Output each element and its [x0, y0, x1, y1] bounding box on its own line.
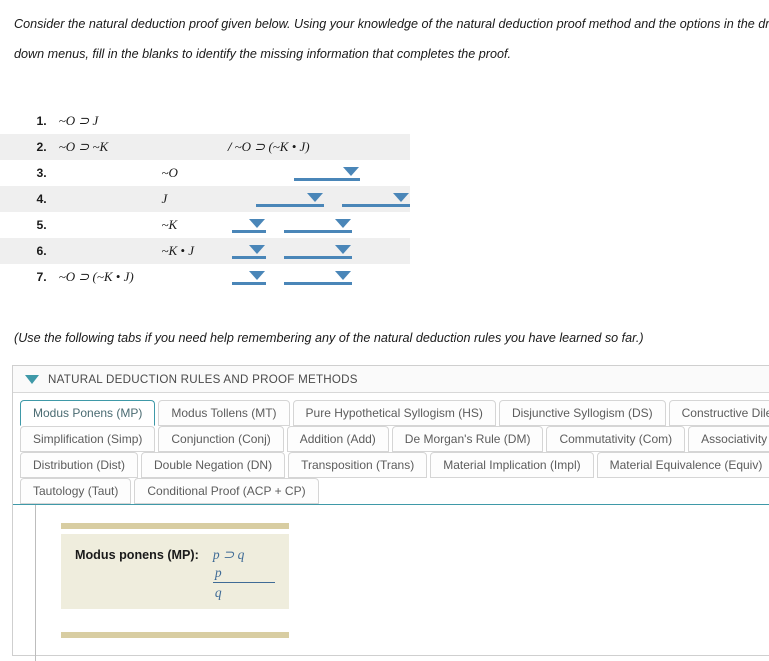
justification-dropdown-5-1[interactable] [232, 217, 266, 233]
rules-panel-title: NATURAL DEDUCTION RULES AND PROOF METHOD… [48, 372, 358, 386]
line-premise: ~O ⊃ (~K • J) [58, 269, 134, 284]
tab-row-4: Tautology (Taut) Conditional Proof (ACP … [20, 478, 769, 504]
conclusion-formula: ~O ⊃ (~K • J) [234, 139, 310, 154]
tab-distribution[interactable]: Distribution (Dist) [20, 452, 139, 478]
chevron-down-icon [25, 374, 39, 384]
line-premise [57, 160, 161, 186]
justification-wrap [228, 108, 410, 134]
conclusion-slash: / [228, 139, 232, 154]
line-derived [160, 108, 228, 134]
tab-tautology[interactable]: Tautology (Taut) [20, 478, 132, 504]
rules-panel-header[interactable]: NATURAL DEDUCTION RULES AND PROOF METHOD… [13, 366, 769, 393]
instructions-text: Consider the natural deduction proof giv… [14, 9, 769, 69]
table-row: 1. ~O ⊃ J [0, 108, 410, 134]
justification-wrap [228, 238, 410, 264]
line-number: 2. [36, 140, 47, 154]
line-premise: ~O ⊃ ~K [58, 139, 109, 154]
line-premise [57, 186, 161, 212]
tabs-help-note: (Use the following tabs if you need help… [14, 331, 644, 345]
content-left-divider [35, 505, 36, 661]
justification-dropdown-5-2[interactable] [284, 217, 352, 233]
proof-table-body: 1. ~O ⊃ J 2. ~O ⊃ ~K / ~O ⊃ (~K • J) 3. [0, 108, 410, 290]
tab-commutativity[interactable]: Commutativity (Com) [546, 426, 686, 452]
table-row: 2. ~O ⊃ ~K / ~O ⊃ (~K • J) [0, 134, 410, 160]
rule-card: Modus ponens (MP): p ⊃ q p q [61, 534, 289, 609]
tab-constructive-dilemma[interactable]: Constructive Dilemma (CD) [668, 400, 769, 426]
line-number: 1. [36, 114, 47, 128]
line-derived [160, 134, 228, 160]
instructions-line-1: Consider the natural deduction proof giv… [14, 17, 769, 31]
line-number: 3. [36, 166, 47, 180]
conclusion-statement: / ~O ⊃ (~K • J) [228, 139, 310, 155]
justification-wrap [228, 186, 410, 212]
tab-material-implication[interactable]: Material Implication (Impl) [430, 452, 594, 478]
tab-double-negation[interactable]: Double Negation (DN) [141, 452, 286, 478]
tab-associativity[interactable]: Associativity (Assoc) [688, 426, 769, 452]
tab-row-1: Modus Ponens (MP) Modus Tollens (MT) Pur… [20, 400, 769, 426]
justification-dropdown-4-2[interactable] [342, 191, 410, 207]
justification-dropdown-7-1[interactable] [232, 269, 266, 285]
justification-wrap [228, 160, 410, 186]
rule-card-bottom-bar [61, 632, 289, 638]
table-row: 7. ~O ⊃ (~K • J) [0, 264, 410, 290]
justification-dropdown-3-1[interactable] [294, 165, 360, 181]
line-premise [57, 212, 161, 238]
line-derived: J [161, 191, 168, 206]
line-premise: ~O ⊃ J [58, 113, 99, 128]
tab-disjunctive-syllogism[interactable]: Disjunctive Syllogism (DS) [498, 400, 666, 426]
tab-row-2: Simplification (Simp) Conjunction (Conj)… [20, 426, 769, 452]
justification-wrap [228, 212, 410, 238]
line-justification [228, 186, 410, 212]
justification-wrap: / ~O ⊃ (~K • J) [228, 134, 410, 160]
tab-modus-ponens[interactable]: Modus Ponens (MP) [20, 400, 156, 426]
rule-formula-line-2: p [212, 564, 275, 583]
rule-card-name: Modus ponens (MP): [75, 548, 199, 562]
rule-card-top-bar [61, 523, 289, 529]
line-derived: ~K [161, 217, 178, 232]
rules-tabstrip: Modus Ponens (MP) Modus Tollens (MT) Pur… [13, 393, 769, 505]
line-derived: ~O [161, 165, 178, 180]
line-justification [228, 212, 410, 238]
line-derived: ~K • J [161, 243, 194, 258]
line-justification [228, 264, 410, 290]
tab-transposition[interactable]: Transposition (Trans) [288, 452, 428, 478]
justification-dropdown-7-2[interactable] [284, 269, 352, 285]
line-number: 6. [36, 244, 47, 258]
justification-dropdown-6-2[interactable] [284, 243, 352, 259]
rule-formula-line-3: q [214, 585, 222, 600]
line-number: 4. [36, 192, 47, 206]
tab-de-morgans-rule[interactable]: De Morgan's Rule (DM) [391, 426, 544, 452]
rules-tab-content: Modus ponens (MP): p ⊃ q p q [13, 505, 769, 661]
line-premise [57, 238, 161, 264]
line-number: 7. [36, 270, 47, 284]
instructions-line-2: down menus, fill in the blanks to identi… [14, 47, 512, 61]
rules-panel: NATURAL DEDUCTION RULES AND PROOF METHOD… [12, 365, 769, 661]
line-justification [228, 238, 410, 264]
justification-dropdown-6-1[interactable] [232, 243, 266, 259]
line-justification: / ~O ⊃ (~K • J) [228, 134, 410, 160]
table-row: 3. ~O [0, 160, 410, 186]
tab-conjunction[interactable]: Conjunction (Conj) [158, 426, 284, 452]
rule-formula-line-1: p ⊃ q [212, 547, 245, 562]
table-row: 6. ~K • J [0, 238, 410, 264]
table-row: 5. ~K [0, 212, 410, 238]
line-justification [228, 108, 410, 134]
tab-row-3: Distribution (Dist) Double Negation (DN)… [20, 452, 769, 478]
tab-simplification[interactable]: Simplification (Simp) [20, 426, 156, 452]
line-derived [160, 264, 228, 290]
justification-wrap [228, 264, 410, 290]
table-row: 4. J [0, 186, 410, 212]
line-justification [228, 160, 410, 186]
rule-card-formula: p ⊃ q p q [212, 546, 275, 609]
justification-dropdown-4-1[interactable] [256, 191, 324, 207]
tab-modus-tollens[interactable]: Modus Tollens (MT) [158, 400, 290, 426]
line-number: 5. [36, 218, 47, 232]
proof-table: 1. ~O ⊃ J 2. ~O ⊃ ~K / ~O ⊃ (~K • J) 3. [0, 108, 410, 290]
tab-pure-hypothetical-syllogism[interactable]: Pure Hypothetical Syllogism (HS) [292, 400, 496, 426]
tab-addition[interactable]: Addition (Add) [286, 426, 389, 452]
tab-material-equivalence[interactable]: Material Equivalence (Equiv) [596, 452, 769, 478]
tab-conditional-proof[interactable]: Conditional Proof (ACP + CP) [134, 478, 319, 504]
